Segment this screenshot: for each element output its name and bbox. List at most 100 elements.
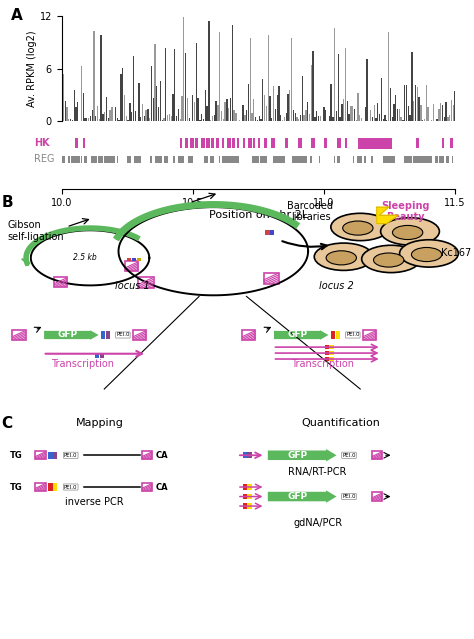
Bar xyxy=(453,105,454,121)
X-axis label: Position on chr 2L: Position on chr 2L xyxy=(209,210,308,220)
Bar xyxy=(243,504,247,509)
Bar xyxy=(365,107,366,121)
Bar xyxy=(382,138,384,148)
Bar xyxy=(341,104,343,121)
Bar xyxy=(408,105,409,121)
Text: Kc167: Kc167 xyxy=(441,248,471,258)
Bar xyxy=(95,353,99,358)
Bar xyxy=(97,107,98,121)
Text: PEI.0: PEI.0 xyxy=(64,484,77,489)
Bar xyxy=(330,84,332,121)
Bar xyxy=(162,120,163,121)
Bar xyxy=(410,115,411,121)
Bar xyxy=(68,119,70,121)
Bar xyxy=(144,116,145,121)
Bar xyxy=(420,105,421,121)
Bar xyxy=(127,258,131,261)
Bar xyxy=(345,138,347,148)
Bar xyxy=(155,155,157,162)
Bar xyxy=(270,230,274,235)
Bar xyxy=(258,138,260,148)
Bar xyxy=(62,155,65,162)
Bar xyxy=(255,155,259,162)
Text: Quantification: Quantification xyxy=(302,418,381,427)
Bar xyxy=(180,138,182,148)
Bar xyxy=(88,118,89,121)
Text: PEI.0: PEI.0 xyxy=(346,332,359,337)
Bar xyxy=(264,138,267,148)
Bar xyxy=(397,109,398,121)
Bar xyxy=(48,483,53,491)
FancyArrow shape xyxy=(44,330,99,340)
Bar xyxy=(343,99,344,121)
Text: PEI.0: PEI.0 xyxy=(342,453,356,458)
Bar xyxy=(150,155,152,162)
Bar xyxy=(101,155,103,162)
Bar xyxy=(401,117,402,121)
Circle shape xyxy=(392,226,423,240)
Bar xyxy=(101,330,105,339)
Bar xyxy=(440,103,441,121)
Bar xyxy=(198,98,199,121)
Bar xyxy=(276,95,278,121)
Bar xyxy=(350,105,352,121)
Bar xyxy=(419,98,420,121)
Bar xyxy=(376,138,378,148)
Text: CA: CA xyxy=(155,450,168,459)
Bar xyxy=(106,97,107,121)
Bar xyxy=(219,32,220,121)
Bar xyxy=(384,115,386,121)
Bar xyxy=(305,110,307,121)
Bar xyxy=(271,118,273,121)
Bar xyxy=(334,28,335,121)
Bar xyxy=(447,155,448,162)
Bar xyxy=(35,451,46,459)
Circle shape xyxy=(362,245,420,273)
Bar xyxy=(109,110,111,121)
Bar xyxy=(149,118,150,121)
Bar xyxy=(169,114,170,121)
Bar xyxy=(212,116,213,121)
Bar xyxy=(452,155,453,162)
Bar xyxy=(106,330,110,339)
Text: Transcription: Transcription xyxy=(52,359,114,369)
Bar xyxy=(85,155,87,162)
Bar xyxy=(269,96,271,121)
Bar xyxy=(259,155,264,162)
Bar xyxy=(242,330,255,340)
Bar xyxy=(131,112,132,121)
Bar xyxy=(387,155,391,162)
Bar xyxy=(293,110,294,121)
Bar xyxy=(171,116,172,121)
Bar xyxy=(292,155,297,162)
Bar xyxy=(422,155,425,162)
Bar xyxy=(77,102,78,121)
Bar xyxy=(309,114,310,121)
Bar xyxy=(64,100,66,121)
Bar xyxy=(206,138,210,148)
Bar xyxy=(244,116,246,121)
Bar xyxy=(185,53,186,121)
Bar xyxy=(372,451,382,459)
Text: gdNA/PCR: gdNA/PCR xyxy=(293,518,342,528)
Bar xyxy=(302,155,306,162)
Bar xyxy=(393,104,395,121)
Text: Barcoded
libraries: Barcoded libraries xyxy=(287,201,334,222)
Text: C: C xyxy=(1,415,12,431)
Bar xyxy=(325,351,329,355)
Bar xyxy=(331,330,335,339)
FancyArrow shape xyxy=(268,490,337,503)
Bar xyxy=(205,90,206,121)
Bar xyxy=(246,110,247,121)
Bar xyxy=(211,138,214,148)
Bar xyxy=(266,155,267,162)
Bar xyxy=(421,155,424,162)
Bar xyxy=(442,138,444,148)
Text: A: A xyxy=(10,8,22,22)
Bar xyxy=(138,277,154,288)
Bar xyxy=(328,116,330,121)
Text: Gibson
self-ligation: Gibson self-ligation xyxy=(7,220,64,242)
Bar xyxy=(352,105,353,121)
Bar xyxy=(420,155,425,162)
Bar xyxy=(248,84,249,121)
